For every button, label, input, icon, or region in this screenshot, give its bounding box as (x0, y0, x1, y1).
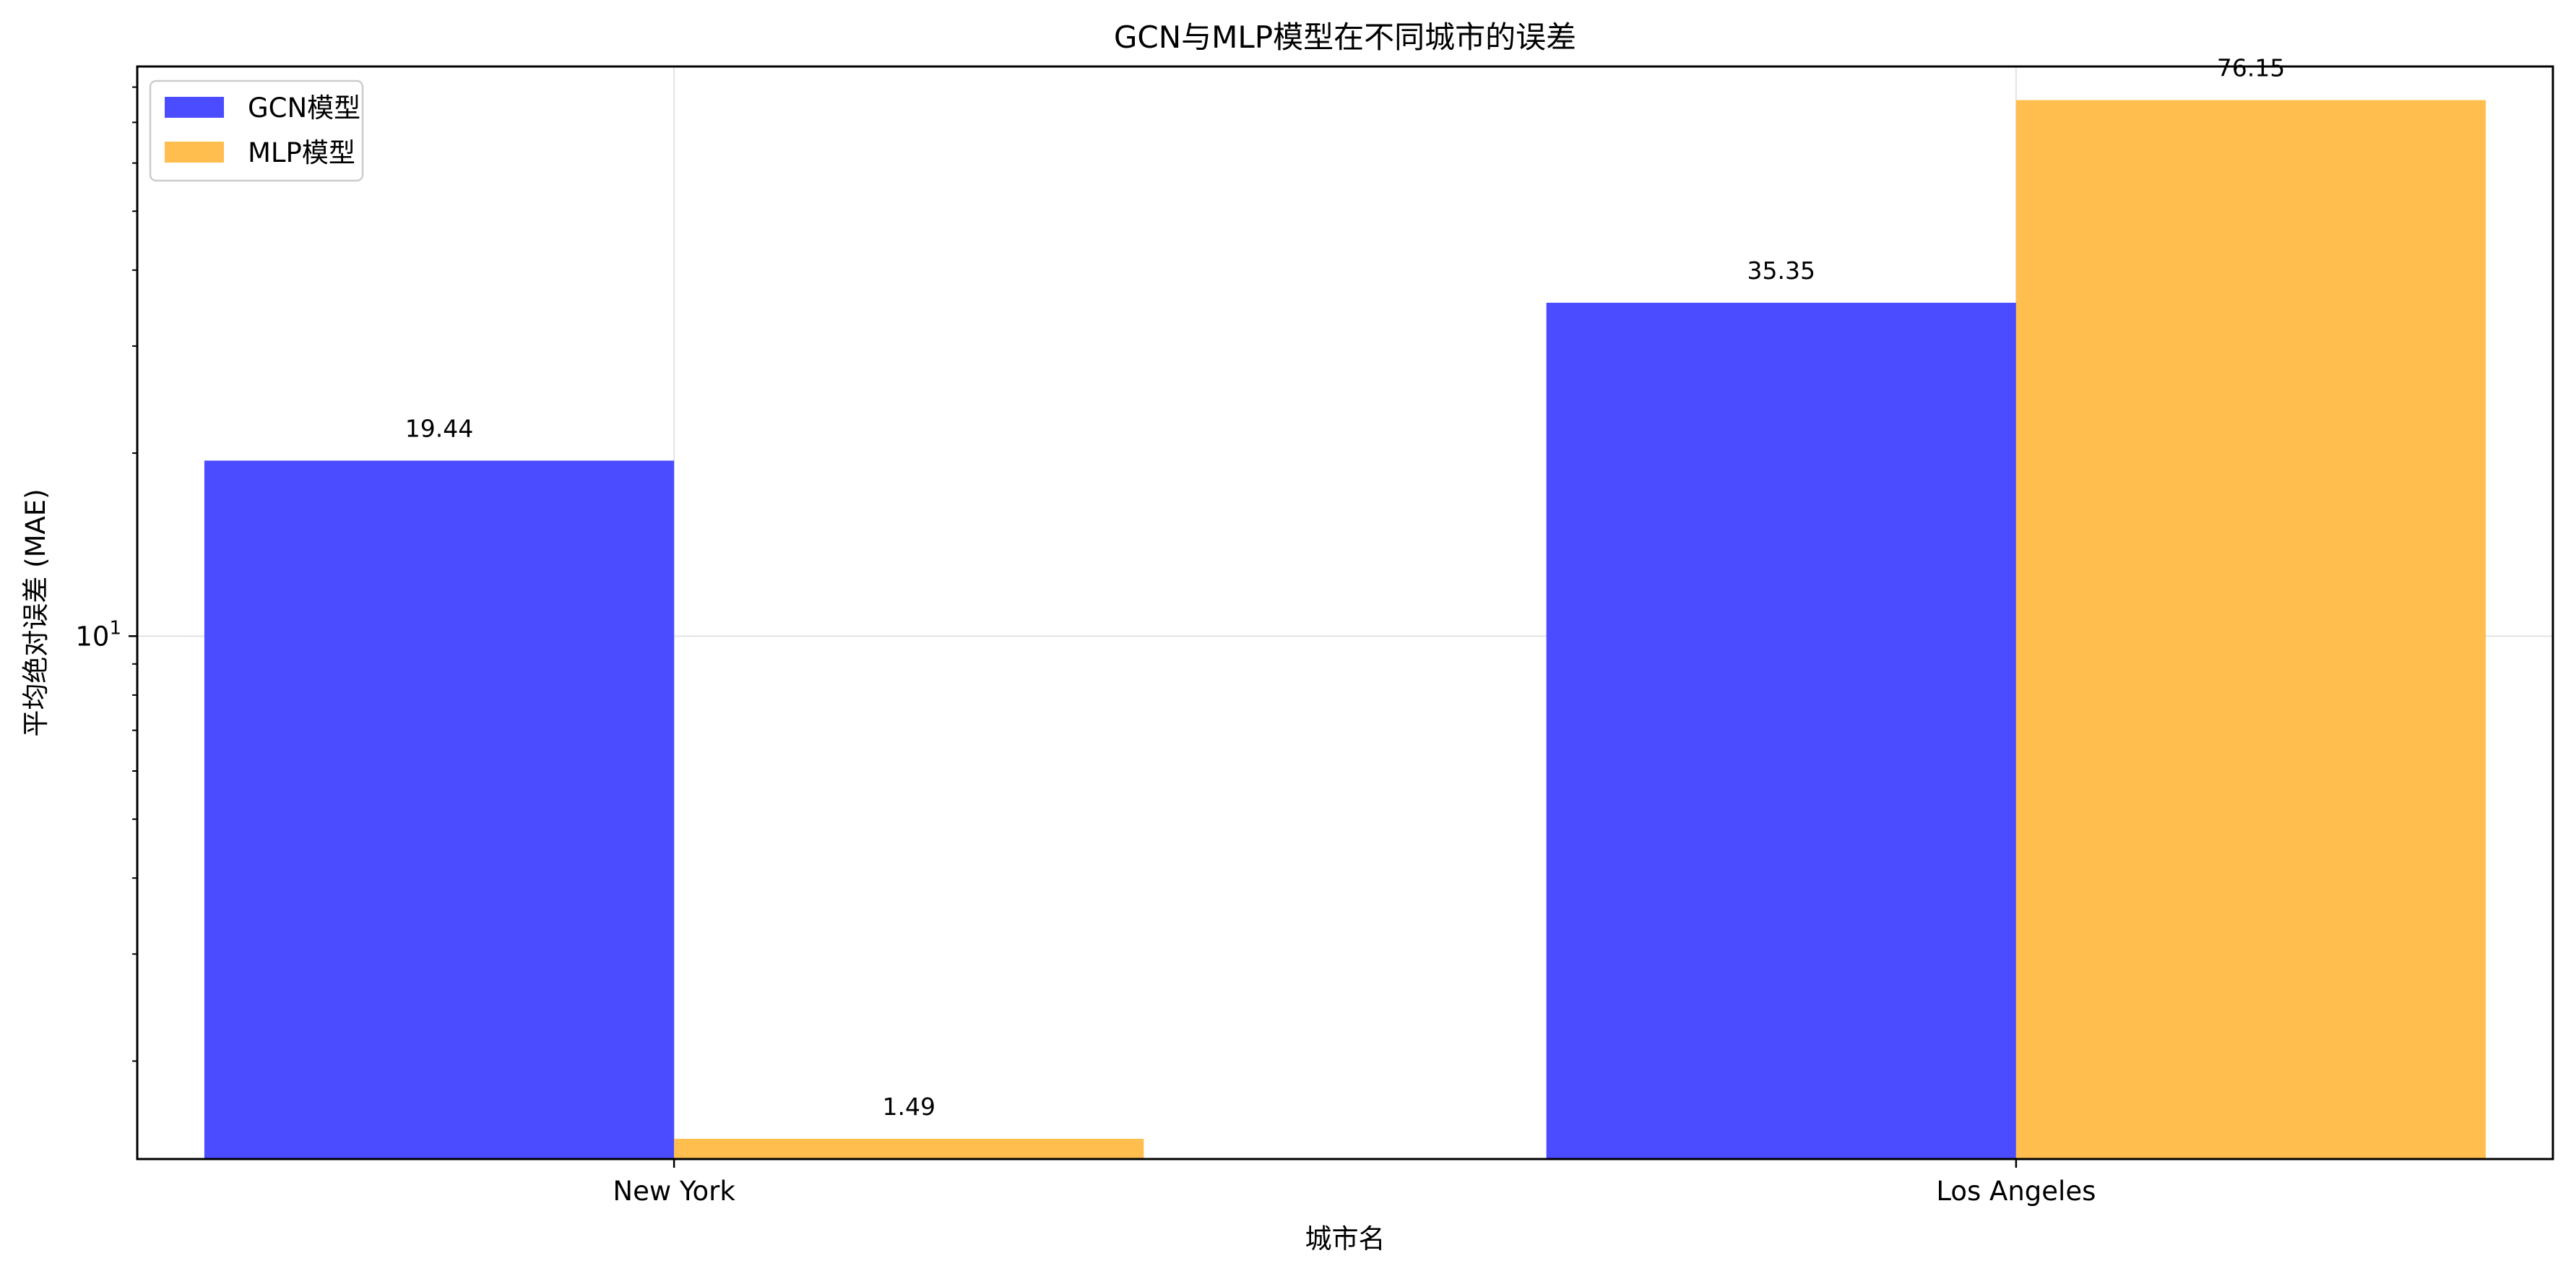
x-ticks: New York Los Angeles (613, 1159, 2096, 1207)
y-tick-label: 101 (75, 617, 121, 652)
bar-mlp-1 (2015, 100, 2486, 1160)
legend-label-gcn: GCN模型 (248, 92, 360, 124)
value-labels: 19.44 35.35 1.49 76.15 (405, 54, 2285, 1121)
x-tick-label: Los Angeles (1936, 1176, 2096, 1207)
legend-label-mlp: MLP模型 (248, 137, 355, 168)
bar-gcn-1 (1546, 302, 2016, 1160)
chart-title: GCN与MLP模型在不同城市的误差 (1114, 20, 1576, 55)
plot-frame (136, 65, 2554, 1160)
x-tick-label: New York (613, 1176, 735, 1207)
y-axis-label: 平均绝对误差 (MAE) (20, 488, 51, 736)
bars (204, 100, 2486, 1160)
legend-swatch-mlp (165, 142, 224, 163)
bar-gcn-0 (204, 460, 675, 1159)
value-label: 76.15 (2217, 54, 2285, 82)
legend: GCN模型 MLP模型 (149, 79, 364, 182)
y-ticks: 101 (75, 86, 137, 1062)
value-label: 19.44 (405, 414, 473, 442)
x-axis-label: 城市名 (1305, 1223, 1386, 1254)
legend-swatch-gcn (165, 97, 224, 118)
value-label: 35.35 (1747, 257, 1815, 285)
bar-mlp-0 (674, 1138, 1144, 1159)
value-label: 1.49 (882, 1093, 935, 1121)
